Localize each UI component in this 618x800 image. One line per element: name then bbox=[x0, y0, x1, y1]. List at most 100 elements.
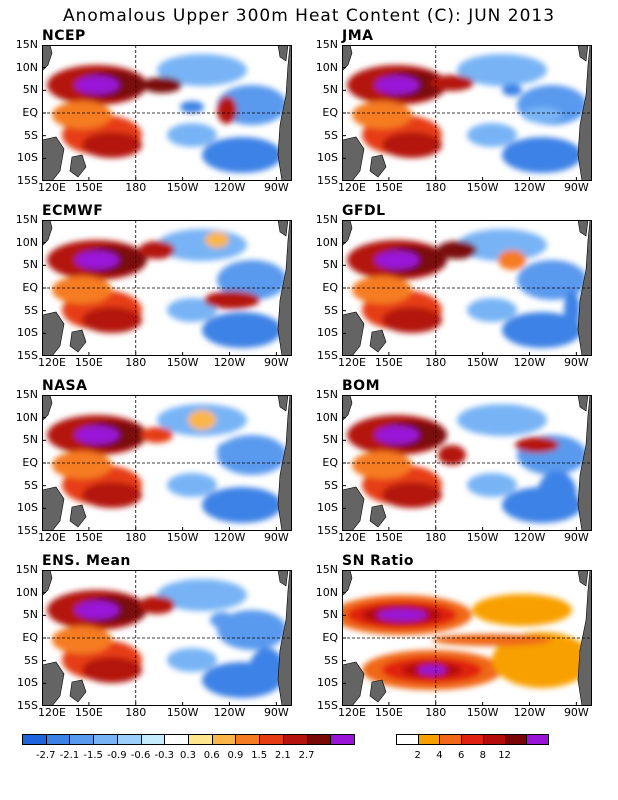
land-mass bbox=[342, 220, 353, 247]
panel-ecmwf: ECMWF 15N 10N 5N EQ 5S 10S 15S 120E 150E 180 150W 1… bbox=[0, 203, 292, 370]
land-mass bbox=[277, 220, 289, 237]
anomaly-blob bbox=[180, 101, 204, 113]
anomaly-blob bbox=[202, 312, 282, 348]
colorbar-swatch bbox=[93, 734, 118, 745]
y-tick-label: 10N bbox=[15, 235, 38, 249]
x-tick-label: 120E bbox=[338, 181, 366, 194]
y-tick-label: 5N bbox=[322, 258, 338, 272]
colorbar-label: 2.7 bbox=[298, 750, 315, 761]
colorbar-label: 0.3 bbox=[180, 750, 196, 761]
y-tick-label: EQ bbox=[22, 631, 38, 644]
x-tick-label: 150W bbox=[166, 181, 199, 194]
x-tick-label: 90W bbox=[563, 706, 589, 719]
y-tick-label: 5S bbox=[24, 653, 38, 667]
y-tick-label: 10N bbox=[315, 585, 338, 599]
colorbar-label: -0.3 bbox=[154, 750, 175, 761]
y-tick-label: 15N bbox=[15, 388, 38, 401]
land-mass bbox=[42, 220, 53, 247]
land-mass bbox=[342, 311, 365, 356]
y-tick-label: EQ bbox=[22, 106, 38, 119]
y-tick-label: 10N bbox=[15, 585, 38, 599]
anomaly-blob bbox=[467, 123, 517, 147]
x-tick-label: 90W bbox=[563, 356, 589, 369]
colorbar-label: -0.9 bbox=[107, 750, 127, 761]
map-plot bbox=[342, 45, 592, 181]
colorbar-swatch bbox=[482, 734, 506, 745]
anomaly-blob bbox=[537, 471, 577, 519]
anomaly-blob bbox=[82, 657, 142, 683]
land-mass bbox=[577, 220, 589, 237]
anomaly-blob bbox=[382, 482, 442, 508]
panel-jma: JMA 15N 10N 5N EQ 5S 10S 15S 120E 150E 180 150W 120… bbox=[300, 28, 592, 195]
y-tick-label: EQ bbox=[322, 106, 338, 119]
anomaly-blob bbox=[352, 276, 412, 304]
y-tick-label: 15S bbox=[317, 699, 338, 712]
y-tick-label: 5N bbox=[322, 433, 338, 447]
land-mass bbox=[42, 486, 65, 531]
x-tick-label: 150E bbox=[374, 706, 403, 719]
colorbar-swatch bbox=[235, 734, 261, 745]
x-tick-label: 90W bbox=[563, 531, 589, 544]
land-mass bbox=[42, 661, 65, 706]
anomaly-blob bbox=[382, 132, 442, 158]
panel-title: JMA bbox=[342, 28, 374, 44]
y-tick-label: EQ bbox=[22, 281, 38, 294]
land-mass bbox=[69, 679, 87, 703]
colorbar-swatch bbox=[526, 734, 549, 745]
y-tick-label: 10S bbox=[317, 326, 338, 340]
x-tick-label: 150W bbox=[166, 706, 199, 719]
y-tick-label: 10N bbox=[315, 410, 338, 424]
anomaly-blob bbox=[202, 487, 282, 523]
panel-nasa: NASA 15N 10N 5N EQ 5S 10S 15S 120E 150E 180 150W 12… bbox=[0, 378, 292, 545]
x-tick-label: 120W bbox=[213, 531, 246, 544]
colorbar-label: 12 bbox=[498, 750, 511, 761]
colorbar-label: -2.7 bbox=[35, 750, 56, 761]
colorbar-swatch bbox=[504, 734, 528, 745]
y-tick-label: 5S bbox=[24, 478, 38, 492]
field-layer bbox=[342, 594, 592, 690]
x-tick-label: 120E bbox=[38, 356, 66, 369]
anomaly-blob bbox=[375, 426, 419, 444]
colorbar-swatch bbox=[188, 734, 213, 745]
anomaly-blob bbox=[52, 276, 112, 304]
y-tick-label: 10S bbox=[17, 676, 38, 690]
anomaly-blob bbox=[438, 445, 466, 465]
colorbar-swatch bbox=[439, 734, 463, 745]
panel-title: ENS. Mean bbox=[42, 553, 131, 569]
land-mass bbox=[42, 311, 65, 356]
sn-ratio-colorbar: 2 4 6 8 12 bbox=[396, 734, 549, 764]
anomaly-blob bbox=[352, 451, 412, 479]
panel-title: BOM bbox=[342, 378, 381, 394]
land-mass bbox=[42, 395, 53, 422]
y-tick-label: 5S bbox=[24, 303, 38, 317]
map-plot bbox=[42, 395, 292, 531]
colorbar-swatch bbox=[69, 734, 95, 745]
colorbar-swatch bbox=[259, 734, 284, 745]
x-tick-label: 120E bbox=[338, 531, 366, 544]
field-layer bbox=[47, 54, 287, 173]
x-tick-label: 150E bbox=[374, 181, 403, 194]
y-tick-label: 5S bbox=[324, 303, 338, 317]
anomaly-blob bbox=[142, 77, 182, 93]
y-tick-label: 10S bbox=[17, 501, 38, 515]
anomaly-blob bbox=[217, 260, 287, 300]
snr-blob bbox=[377, 609, 427, 621]
anomaly-blob bbox=[188, 410, 216, 430]
map-plot bbox=[42, 45, 292, 181]
x-tick-label: 120W bbox=[213, 706, 246, 719]
colorbar-label: -2.1 bbox=[59, 750, 80, 761]
colorbar-label: 8 bbox=[479, 750, 487, 761]
anomaly-blob bbox=[502, 84, 522, 96]
land-mass bbox=[277, 570, 289, 587]
anomaly-blob bbox=[467, 473, 517, 497]
y-tick-label: 15N bbox=[315, 388, 338, 401]
y-tick-label: 5N bbox=[22, 433, 38, 447]
panel-title: ECMWF bbox=[42, 203, 104, 219]
x-tick-label: 150E bbox=[74, 181, 103, 194]
anomaly-blob bbox=[157, 579, 247, 611]
x-tick-label: 180 bbox=[125, 181, 147, 194]
panel-ens-mean: ENS. Mean 15N 10N 5N EQ 5S 10S 15S 120E 150E 180 1… bbox=[0, 553, 292, 720]
land-mass bbox=[69, 504, 87, 528]
x-tick-label: 150W bbox=[466, 531, 499, 544]
colorbar-label: -0.6 bbox=[130, 750, 151, 761]
